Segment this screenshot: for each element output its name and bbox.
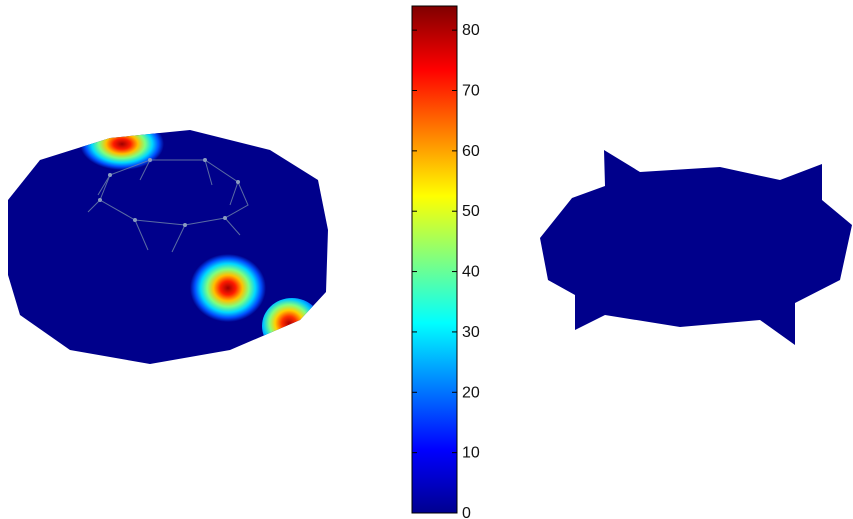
colorbar-tick-label: 0 <box>462 505 471 519</box>
hotspot-top-left <box>80 130 164 170</box>
colorbar-tick-label: 30 <box>462 324 480 341</box>
left-surface-plot <box>8 130 328 364</box>
colorbar-tick-label: 10 <box>462 445 480 462</box>
colorbar-tick-label: 50 <box>462 203 480 220</box>
colorbar-tick-label: 20 <box>462 384 480 401</box>
mesh-nodes <box>98 158 240 227</box>
star-surface <box>540 150 852 345</box>
colorbar-gradient <box>412 6 457 513</box>
colorbar-tick-label: 60 <box>462 143 480 160</box>
colorbar-tick-label: 70 <box>462 83 480 100</box>
inner-mesh <box>87 159 249 253</box>
colorbar: 0 10 20 30 40 50 60 70 80 <box>411 5 480 519</box>
right-surface-plot <box>540 150 852 345</box>
hotspot-lower-center <box>190 254 266 322</box>
colorbar-frame <box>411 5 458 514</box>
colorbar-tick-label: 40 <box>462 264 480 281</box>
ring-surface <box>8 130 328 364</box>
hotspot-right-edge <box>262 298 322 354</box>
colorbar-ticks: 0 10 20 30 40 50 60 70 80 <box>412 22 480 519</box>
colorbar-tick-label: 80 <box>462 22 480 39</box>
